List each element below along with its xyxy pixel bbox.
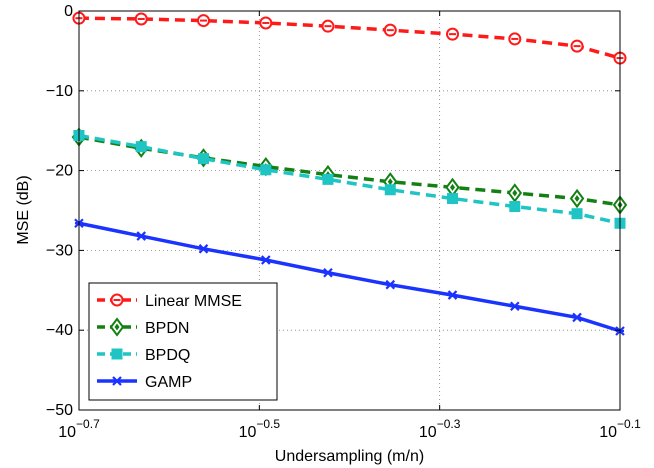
- y-tick-label: −20: [46, 163, 73, 180]
- series-line: [78, 221, 621, 333]
- series-group: [71, 11, 628, 336]
- x-tick-label: 10−0.1: [599, 417, 641, 441]
- y-tick-label: −40: [46, 322, 73, 339]
- series-gamp: [74, 218, 625, 336]
- y-tick-label: −10: [46, 83, 73, 100]
- marker-square: [197, 153, 209, 165]
- marker-x: [261, 255, 271, 265]
- marker-square: [260, 164, 272, 176]
- x-tick-label: 10−0.5: [239, 417, 281, 441]
- legend: Linear MMSE BPDN BPDQ GAMP: [88, 282, 278, 401]
- marker-diamond-core: [574, 195, 580, 203]
- x-tick-label: 10−0.7: [58, 417, 100, 441]
- marker-x: [323, 267, 333, 278]
- marker-x: [112, 376, 122, 386]
- series-linear-mmse: [72, 11, 627, 65]
- marker-x: [510, 301, 520, 312]
- marker-square: [571, 208, 583, 220]
- marker-square: [447, 193, 459, 205]
- marker-square: [509, 201, 521, 213]
- y-tick-label: −50: [46, 402, 73, 419]
- x-axis-label: Undersampling (m/n): [275, 448, 424, 465]
- series-line: [78, 133, 621, 225]
- legend-entry: Linear MMSE: [97, 293, 242, 310]
- marker-diamond-core: [387, 178, 393, 186]
- marker-x: [572, 312, 582, 323]
- marker-x: [136, 231, 147, 241]
- marker-x: [447, 290, 458, 300]
- legend-entry: BPDN: [97, 317, 189, 337]
- marker-x: [198, 244, 209, 254]
- marker-diamond-core: [512, 189, 518, 197]
- marker-square: [111, 348, 123, 360]
- marker-square: [135, 141, 147, 153]
- y-tick-label: −30: [46, 242, 73, 259]
- marker-diamond-core: [450, 183, 456, 191]
- legend-entry: GAMP: [97, 374, 192, 391]
- marker-square: [322, 173, 334, 185]
- marker-x: [385, 279, 396, 290]
- legend-entry: BPDQ: [97, 347, 190, 364]
- marker-diamond-core: [114, 323, 120, 331]
- x-tick-label: 10−0.3: [419, 417, 461, 441]
- legend-label: BPDN: [145, 320, 189, 337]
- plot-frame: [78, 10, 621, 411]
- marker-square: [384, 184, 396, 196]
- ticks: 10−0.7 10−0.5 10−0.3 10−0.1 0 −10 −20 −30 −40 −50: [46, 3, 641, 441]
- y-axis-label: MSE (dB): [15, 175, 32, 244]
- y-tick-label: 0: [64, 3, 73, 20]
- series-line: [78, 135, 621, 207]
- series-line: [78, 16, 621, 60]
- legend-label: Linear MMSE: [145, 293, 242, 310]
- legend-label: BPDQ: [145, 347, 190, 364]
- legend-label: GAMP: [145, 374, 192, 391]
